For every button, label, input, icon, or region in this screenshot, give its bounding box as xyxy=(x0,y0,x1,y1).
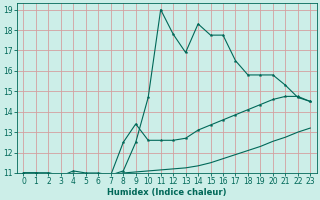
X-axis label: Humidex (Indice chaleur): Humidex (Indice chaleur) xyxy=(107,188,227,197)
